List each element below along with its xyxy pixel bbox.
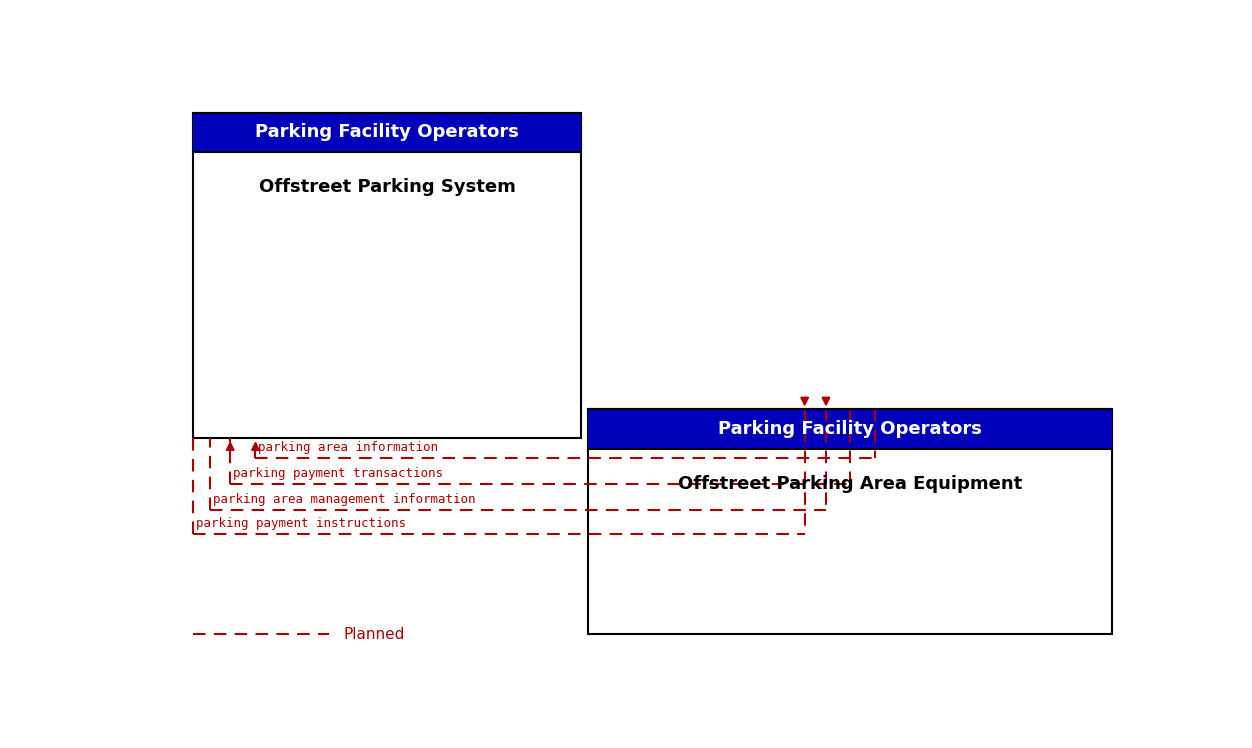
Text: parking payment transactions: parking payment transactions: [233, 467, 443, 479]
Bar: [588, 409, 1112, 449]
Bar: [193, 113, 581, 438]
Text: parking area management information: parking area management information: [213, 493, 476, 506]
Bar: [588, 409, 1112, 634]
Text: Offstreet Parking System: Offstreet Parking System: [259, 178, 516, 196]
Text: Parking Facility Operators: Parking Facility Operators: [719, 420, 983, 438]
Text: Offstreet Parking Area Equipment: Offstreet Parking Area Equipment: [679, 474, 1023, 492]
Text: Parking Facility Operators: Parking Facility Operators: [255, 123, 520, 141]
Text: Planned: Planned: [344, 627, 406, 642]
Text: parking area information: parking area information: [258, 441, 438, 454]
Bar: [193, 113, 581, 152]
Text: parking payment instructions: parking payment instructions: [197, 517, 407, 530]
